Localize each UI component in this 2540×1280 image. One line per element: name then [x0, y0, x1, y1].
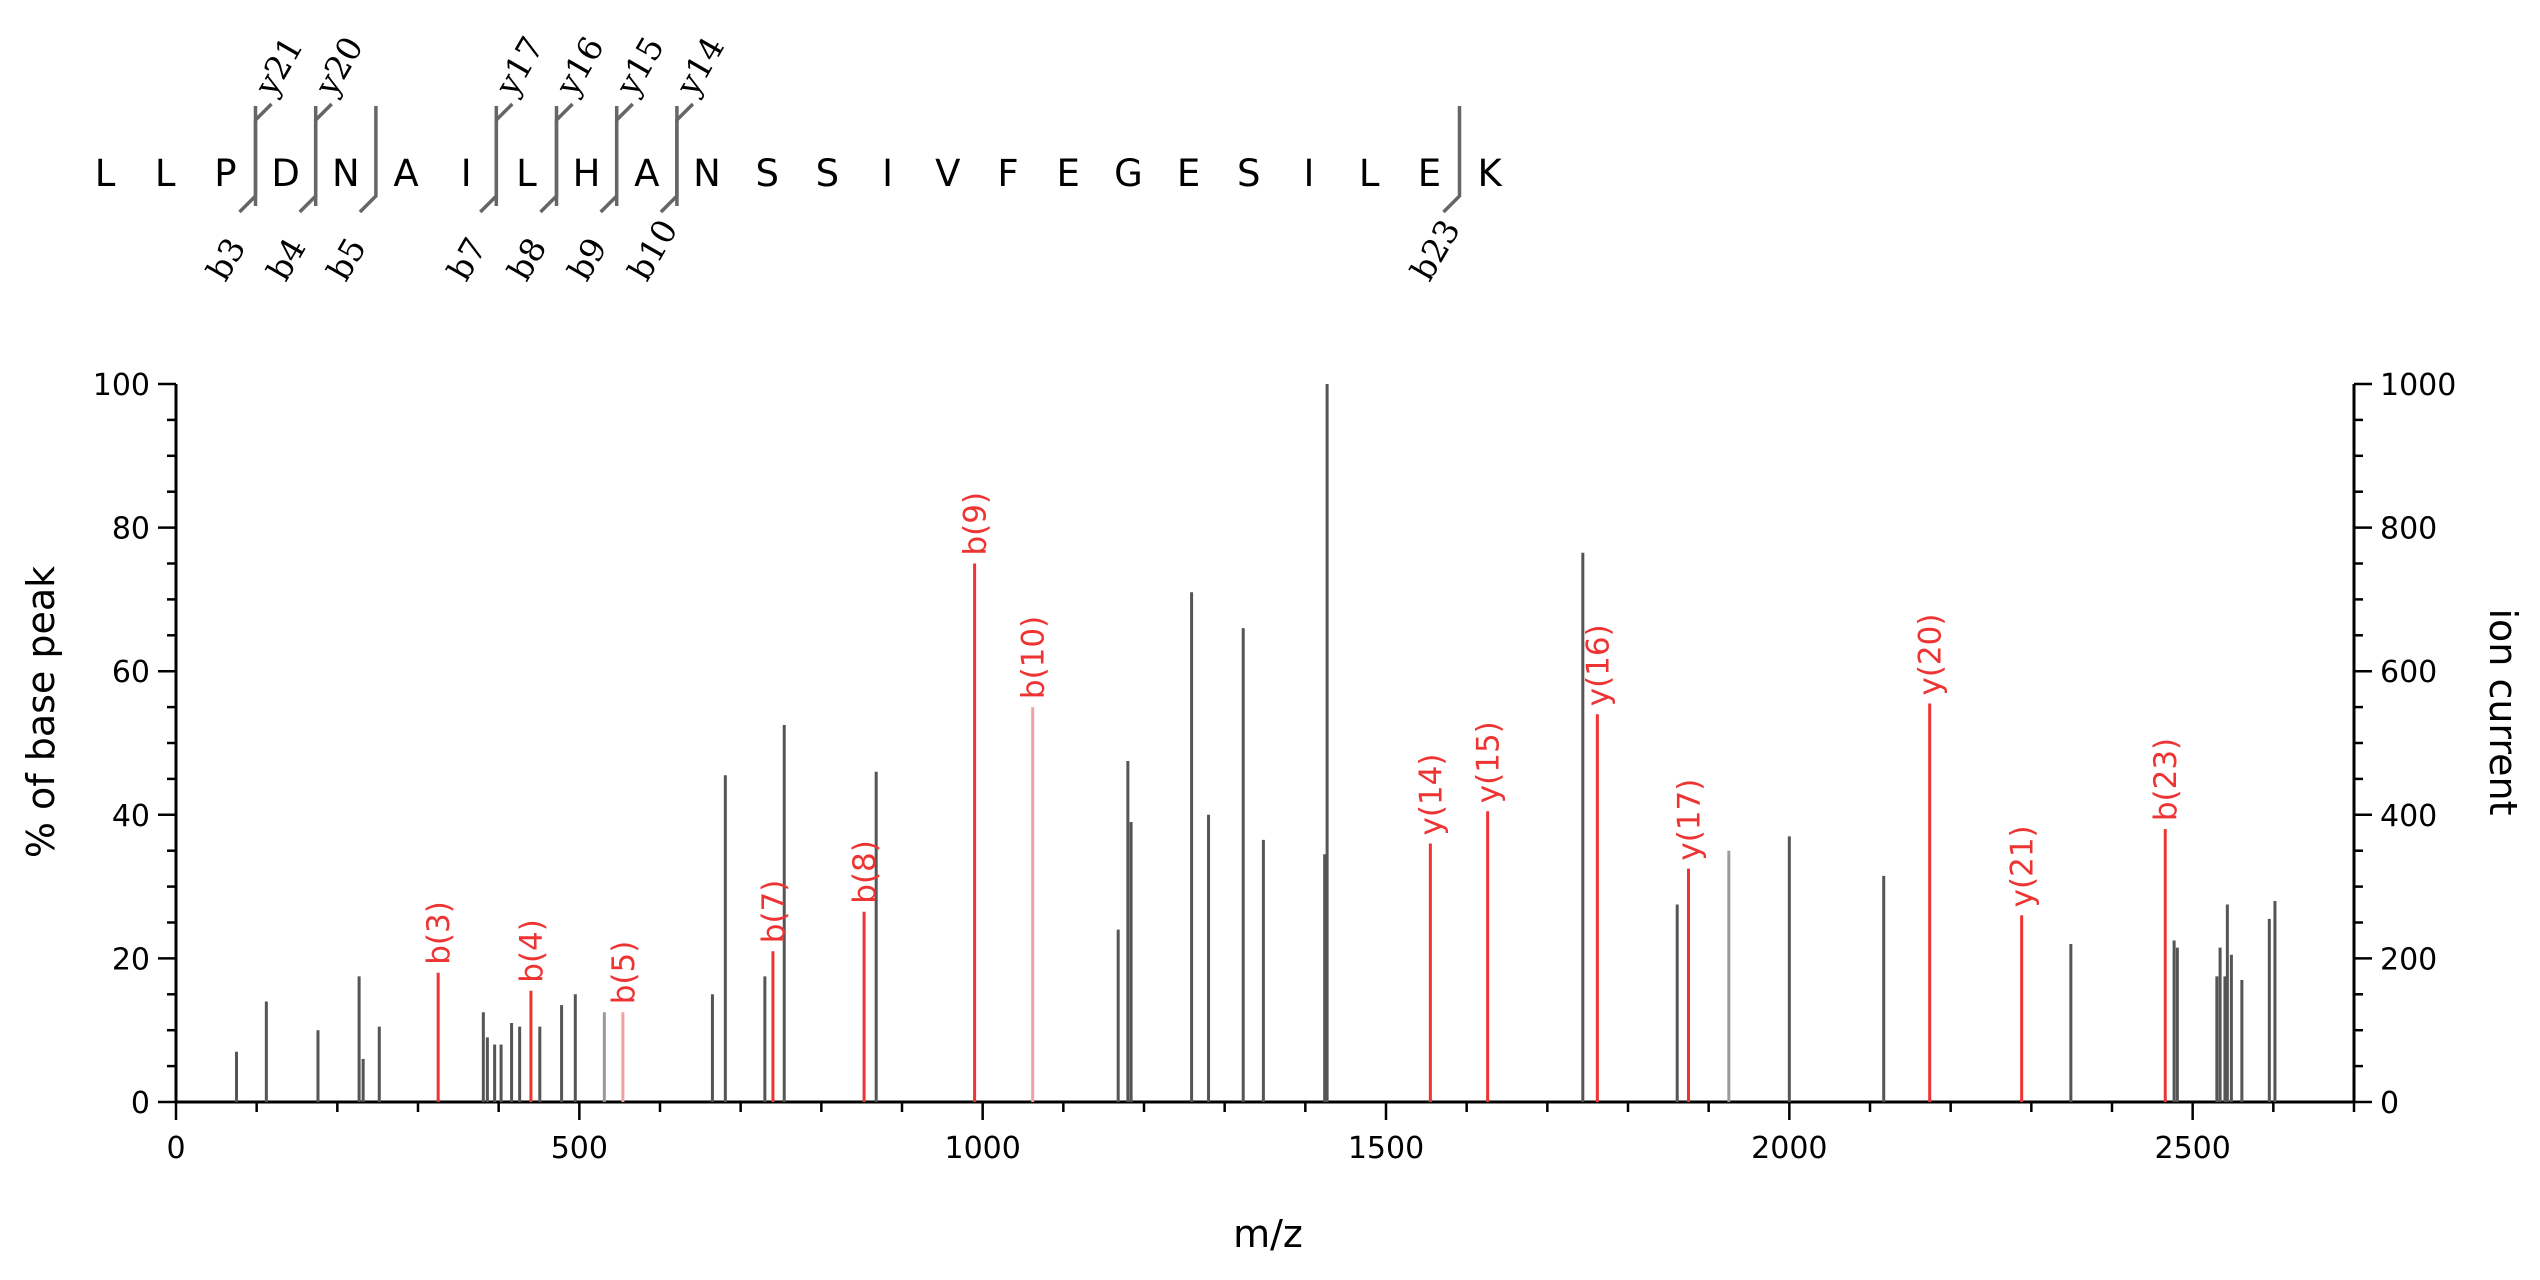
peak-label: y(14) — [1413, 754, 1449, 836]
y-ion-label: y16 — [547, 30, 612, 103]
y2-axis-label: ion current — [2481, 608, 2525, 815]
y-ion-marker — [554, 102, 574, 206]
sequence-residue: G — [1114, 152, 1143, 195]
y-ion-marker — [494, 102, 514, 206]
y-ion-marker — [614, 102, 634, 206]
sequence-residue: F — [997, 152, 1018, 195]
sequence-residue: L — [516, 152, 537, 195]
peak-label: b(9) — [958, 492, 994, 556]
peak-label: b(10) — [1016, 616, 1052, 699]
y-tick-label: 60 — [112, 655, 150, 690]
b-ion-label: b4 — [259, 231, 314, 287]
sequence-residue: A — [634, 152, 659, 195]
b-ion-marker — [659, 106, 679, 214]
x-tick-label: 0 — [166, 1131, 185, 1166]
peak-label: b(4) — [514, 919, 550, 983]
b-ion-marker — [599, 106, 619, 214]
peak-label: y(21) — [2005, 825, 2041, 907]
y2-tick-label: 400 — [2380, 799, 2437, 834]
sequence-residue: H — [573, 152, 601, 195]
sequence-residue: P — [214, 152, 236, 195]
sequence-residue: L — [155, 152, 176, 195]
peak-label: b(8) — [847, 840, 883, 904]
b-ion-label: b9 — [560, 231, 615, 287]
b-ion-marker — [479, 106, 499, 214]
y2-tick-label: 600 — [2380, 655, 2437, 690]
y-ion-marker — [313, 102, 333, 206]
sequence-residue: E — [1177, 152, 1200, 195]
sequence-residue: I — [1304, 152, 1315, 195]
y-tick-label: 0 — [131, 1086, 150, 1121]
sequence-residue: S — [1237, 152, 1261, 195]
b-ion-label: b23 — [1403, 213, 1468, 287]
y-tick-label: 80 — [112, 512, 150, 547]
y2-tick-label: 0 — [2380, 1086, 2399, 1121]
y-tick-label: 20 — [112, 942, 150, 977]
peak-label: b(23) — [2148, 738, 2184, 821]
peak-label: y(16) — [1580, 624, 1616, 706]
y-ion-label: y14 — [668, 30, 733, 103]
b-ion-marker — [298, 106, 318, 214]
y2-tick-label: 1000 — [2380, 368, 2456, 403]
x-tick-label: 2000 — [1751, 1131, 1827, 1166]
peak-label: y(20) — [1913, 614, 1949, 696]
b-ion-label: b8 — [500, 231, 555, 287]
x-tick-label: 2500 — [2154, 1131, 2230, 1166]
y2-tick-label: 200 — [2380, 942, 2437, 977]
y-tick-label: 100 — [93, 368, 150, 403]
y-ion-marker — [253, 102, 273, 206]
sequence-residue: D — [271, 152, 300, 195]
b-ion-label: b3 — [199, 231, 254, 287]
b-ion-label: b7 — [439, 231, 494, 287]
b-ion-marker — [238, 106, 258, 214]
sequence-residue: S — [755, 152, 779, 195]
sequence-residue: N — [332, 152, 360, 195]
sequence-residue: N — [693, 152, 721, 195]
y-axis-label: % of base peak — [19, 566, 63, 858]
peak-label: b(3) — [421, 901, 457, 965]
sequence-residue: L — [1359, 152, 1380, 195]
x-tick-label: 1500 — [1348, 1131, 1424, 1166]
y-ion-label: y15 — [607, 30, 672, 103]
b-ion-label: b10 — [620, 213, 685, 287]
b-ion-marker — [539, 106, 559, 214]
y-ion-label: y17 — [487, 30, 552, 103]
y-ion-label: y20 — [306, 30, 371, 103]
peak-label: b(7) — [756, 880, 792, 944]
peak-labels: b(3) b(4) b(5) b(7) b(8) b(9) b(10) y(14) y(15) y… — [421, 492, 2184, 1004]
x-tick-label: 500 — [551, 1131, 608, 1166]
peak-label: y(17) — [1672, 779, 1708, 861]
sequence-residue: S — [816, 152, 840, 195]
y-ion-marker — [675, 102, 695, 206]
peak-bars — [235, 384, 2277, 1102]
x-axis-label: m/z — [1233, 1212, 1303, 1256]
y2-tick-label: 800 — [2380, 512, 2437, 547]
peak-label: y(15) — [1471, 721, 1507, 803]
sequence-residue: E — [1418, 152, 1441, 195]
sequence-residue: I — [882, 152, 893, 195]
y-ion-label: y21 — [246, 30, 311, 103]
sequence-residue: V — [935, 152, 960, 195]
peak-label: b(5) — [606, 941, 642, 1005]
sequence-residue: L — [95, 152, 116, 195]
b-ion-label: b5 — [319, 231, 374, 287]
sequence-residue: I — [461, 152, 472, 195]
sequence-residue: E — [1057, 152, 1080, 195]
y-tick-label: 40 — [112, 799, 150, 834]
x-tick-label: 1000 — [944, 1131, 1020, 1166]
sequence-residue: K — [1477, 152, 1503, 195]
sequence-residue: A — [393, 152, 418, 195]
b-ion-marker — [1442, 106, 1462, 214]
b-ion-marker — [358, 106, 378, 214]
